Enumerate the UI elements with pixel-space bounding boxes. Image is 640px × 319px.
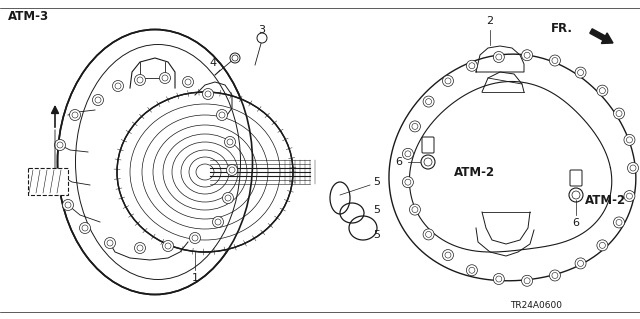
- Circle shape: [423, 229, 434, 240]
- Circle shape: [493, 273, 504, 285]
- Text: 1: 1: [191, 273, 198, 283]
- Circle shape: [202, 88, 214, 100]
- Circle shape: [597, 240, 608, 251]
- Ellipse shape: [58, 29, 253, 294]
- Circle shape: [549, 270, 561, 281]
- Circle shape: [614, 108, 625, 119]
- Circle shape: [54, 169, 65, 181]
- Circle shape: [70, 109, 81, 121]
- Text: 5: 5: [373, 230, 380, 240]
- Circle shape: [134, 242, 145, 254]
- Text: 4: 4: [209, 58, 216, 68]
- Text: 3: 3: [259, 25, 266, 35]
- Circle shape: [63, 199, 74, 211]
- Circle shape: [467, 265, 477, 276]
- Circle shape: [163, 241, 173, 251]
- Circle shape: [227, 165, 237, 175]
- Text: ATM-2: ATM-2: [454, 166, 495, 179]
- Circle shape: [104, 238, 115, 249]
- Circle shape: [569, 188, 583, 202]
- Circle shape: [442, 75, 454, 86]
- Circle shape: [467, 60, 477, 71]
- Circle shape: [212, 217, 223, 227]
- Text: 5: 5: [373, 177, 380, 187]
- Circle shape: [410, 204, 420, 215]
- Circle shape: [403, 148, 413, 159]
- Circle shape: [549, 55, 561, 66]
- Circle shape: [421, 155, 435, 169]
- FancyArrow shape: [590, 29, 613, 43]
- Circle shape: [442, 249, 454, 261]
- Circle shape: [257, 33, 267, 43]
- Circle shape: [223, 192, 234, 204]
- Circle shape: [493, 51, 504, 63]
- Circle shape: [182, 77, 193, 87]
- Circle shape: [624, 134, 635, 145]
- FancyBboxPatch shape: [422, 137, 434, 153]
- Text: TR24A0600: TR24A0600: [510, 300, 562, 309]
- Circle shape: [575, 67, 586, 78]
- Circle shape: [189, 233, 200, 243]
- Circle shape: [627, 162, 639, 174]
- Text: 2: 2: [486, 16, 493, 26]
- Circle shape: [225, 137, 236, 147]
- Circle shape: [216, 109, 227, 121]
- Circle shape: [230, 53, 240, 63]
- Circle shape: [597, 85, 608, 96]
- Circle shape: [522, 50, 532, 61]
- Circle shape: [410, 121, 420, 132]
- Polygon shape: [28, 168, 68, 195]
- Circle shape: [423, 96, 434, 107]
- Circle shape: [614, 217, 625, 228]
- Text: 6: 6: [573, 218, 579, 228]
- Circle shape: [624, 190, 635, 202]
- Text: 5: 5: [373, 205, 380, 215]
- Text: 6: 6: [395, 157, 402, 167]
- Circle shape: [134, 75, 145, 85]
- Circle shape: [113, 80, 124, 92]
- Text: FR.: FR.: [551, 23, 573, 35]
- Circle shape: [54, 139, 65, 151]
- Circle shape: [403, 177, 413, 188]
- Circle shape: [79, 222, 90, 234]
- Circle shape: [93, 94, 104, 106]
- Circle shape: [575, 258, 586, 269]
- Ellipse shape: [117, 92, 293, 252]
- Text: ATM-2: ATM-2: [585, 194, 626, 206]
- Polygon shape: [389, 54, 636, 281]
- Text: ATM-3: ATM-3: [8, 10, 49, 23]
- Circle shape: [522, 275, 532, 286]
- FancyBboxPatch shape: [570, 170, 582, 186]
- Polygon shape: [410, 81, 612, 252]
- Circle shape: [159, 72, 170, 84]
